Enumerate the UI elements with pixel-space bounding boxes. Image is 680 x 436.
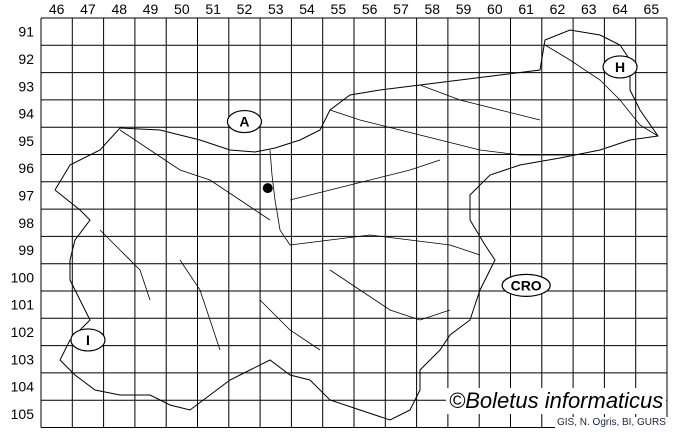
row-label: 94 <box>18 106 34 122</box>
column-label: 52 <box>237 1 253 17</box>
column-label: 60 <box>487 1 503 17</box>
svg-text:A: A <box>239 114 249 130</box>
row-label: 92 <box>18 51 34 67</box>
column-label: 53 <box>268 1 284 17</box>
row-label: 100 <box>11 269 35 285</box>
record-dot <box>262 183 273 194</box>
column-label: 62 <box>550 1 566 17</box>
svg-text:I: I <box>86 332 90 348</box>
rivers <box>99 44 659 351</box>
column-label: 56 <box>362 1 378 17</box>
credit-text: GIS, N. Ogris, BI, GURS <box>555 417 668 428</box>
country-border <box>54 29 659 421</box>
column-label: 64 <box>612 1 628 17</box>
column-label: 54 <box>299 1 315 17</box>
row-label: 97 <box>18 187 34 203</box>
column-labels: 46 47 48 49 50 51 52 53 54 55 56 57 58 59 60 61 62 63 64 65 <box>49 1 659 17</box>
column-label: 57 <box>393 1 409 17</box>
svg-text:CRO: CRO <box>511 277 542 293</box>
row-label: 99 <box>18 242 34 258</box>
country-marker-a: A <box>226 109 263 134</box>
column-label: 61 <box>518 1 534 17</box>
column-label: 49 <box>143 1 159 17</box>
row-label: 101 <box>11 297 35 313</box>
column-label: 65 <box>644 1 660 17</box>
country-marker-i: I <box>70 328 106 352</box>
row-label: 105 <box>11 406 35 422</box>
column-label: 47 <box>80 1 96 17</box>
row-label: 102 <box>11 324 35 340</box>
row-label: 104 <box>11 379 35 395</box>
row-label: 93 <box>18 78 34 94</box>
copyright-text: ©Boletus informaticus <box>446 388 667 414</box>
column-label: 63 <box>581 1 597 17</box>
svg-text:H: H <box>615 59 625 75</box>
row-labels: 91 92 93 94 95 96 97 98 99 100 101 102 103 104 105 <box>11 24 35 422</box>
country-marker-h: H <box>602 55 638 79</box>
column-label: 48 <box>111 1 127 17</box>
column-label: 59 <box>456 1 472 17</box>
row-label: 98 <box>18 215 34 231</box>
row-label: 95 <box>18 133 34 149</box>
column-label: 55 <box>331 1 347 17</box>
grid <box>40 17 668 428</box>
row-label: 91 <box>18 24 34 40</box>
column-label: 58 <box>424 1 440 17</box>
row-label: 103 <box>11 351 35 367</box>
column-label: 50 <box>174 1 190 17</box>
country-markers: A H CRO I <box>70 55 638 352</box>
row-label: 96 <box>18 160 34 176</box>
column-label: 46 <box>49 1 65 17</box>
column-label: 51 <box>205 1 221 17</box>
country-marker-cro: CRO <box>501 273 551 297</box>
